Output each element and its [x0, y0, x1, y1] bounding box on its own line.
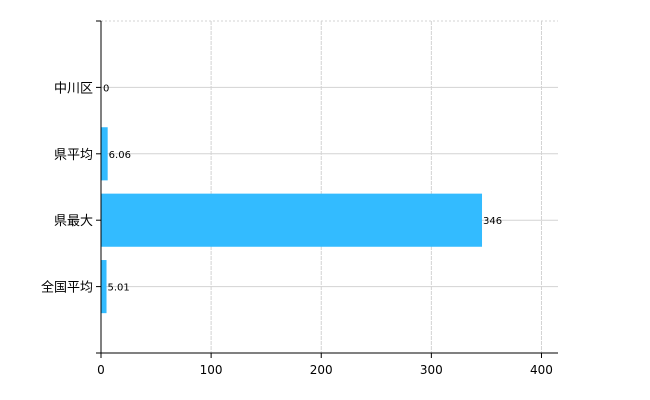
category-label: 県最大 — [54, 214, 93, 229]
x-tick-label: 300 — [420, 363, 443, 377]
category-label: 全国平均 — [41, 280, 93, 296]
x-tick-label: 0 — [97, 363, 105, 377]
data-label: 0 — [103, 83, 109, 94]
data-label: 6.06 — [109, 150, 131, 161]
bar — [101, 260, 107, 314]
bar — [101, 193, 483, 247]
x-tick-label: 100 — [200, 363, 223, 377]
data-label: 5.01 — [108, 283, 130, 294]
data-label: 346 — [483, 216, 502, 227]
category-label: 県平均 — [54, 148, 93, 163]
category-label: 中川区 — [54, 81, 93, 96]
bar — [101, 127, 108, 181]
x-tick-label: 400 — [530, 363, 553, 377]
x-tick-label: 200 — [310, 363, 333, 377]
